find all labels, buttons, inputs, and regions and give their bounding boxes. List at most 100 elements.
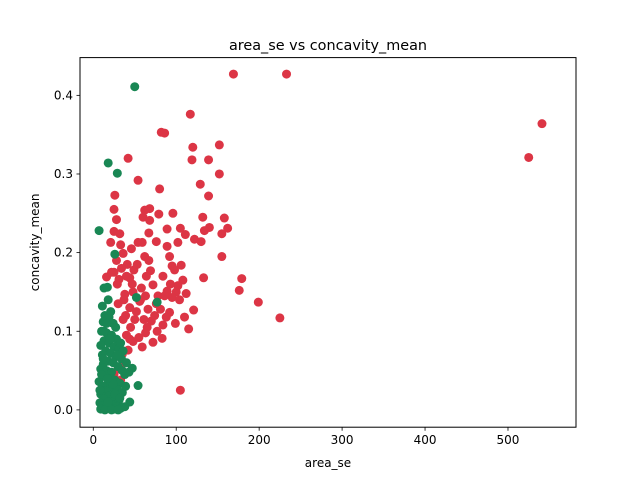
scatter-point xyxy=(204,191,214,201)
scatter-point xyxy=(214,169,224,179)
scatter-point xyxy=(126,244,136,254)
scatter-point xyxy=(145,215,155,225)
scatter-point xyxy=(139,314,149,324)
scatter-point xyxy=(175,295,185,305)
scatter-point xyxy=(150,311,160,321)
scatter-point xyxy=(282,69,292,79)
scatter-point xyxy=(155,184,165,194)
scatter-point xyxy=(97,301,107,311)
scatter-point xyxy=(253,297,263,307)
scatter-point xyxy=(204,155,214,165)
y-tick-label: 0.4 xyxy=(54,88,73,102)
scatter-point xyxy=(102,282,112,292)
scatter-point xyxy=(116,338,126,348)
y-tick-label: 0.0 xyxy=(54,403,73,417)
scatter-point xyxy=(118,314,128,324)
scatter-point xyxy=(111,215,121,225)
scatter-point xyxy=(130,314,140,324)
scatter-point xyxy=(217,229,227,239)
y-axis-label: concavity_mean xyxy=(28,194,42,292)
scatter-point xyxy=(94,226,104,236)
scatter-point xyxy=(116,263,126,273)
scatter-point xyxy=(196,237,206,247)
scatter-point xyxy=(184,324,194,334)
scatter-point xyxy=(102,373,112,383)
scatter-point xyxy=(107,267,117,277)
scatter-point xyxy=(187,155,197,165)
scatter-point xyxy=(125,303,135,313)
scatter-point xyxy=(173,237,183,247)
scatter-point xyxy=(136,283,146,293)
scatter-point xyxy=(199,273,209,283)
scatter-point xyxy=(151,237,161,247)
scatter-point xyxy=(195,179,205,189)
scatter-point xyxy=(176,260,186,270)
scatter-point xyxy=(188,142,198,152)
scatter-point xyxy=(537,119,547,129)
scatter-point xyxy=(167,292,177,302)
scatter-point xyxy=(111,322,121,332)
scatter-point xyxy=(108,379,118,389)
scatter-point xyxy=(112,168,122,178)
scatter-point xyxy=(148,337,158,347)
scatter-point xyxy=(160,128,170,138)
scatter-point xyxy=(180,230,190,240)
scatter-point xyxy=(131,307,141,317)
scatter-point xyxy=(154,209,164,219)
scatter-point xyxy=(119,295,129,305)
chart-title: area_se vs concavity_mean xyxy=(229,38,427,54)
scatter-point xyxy=(127,363,137,373)
scatter-point xyxy=(121,271,131,281)
scatter-point xyxy=(102,318,112,328)
y-tick-label: 0.1 xyxy=(54,324,73,338)
scatter-point xyxy=(158,320,168,330)
x-axis: 0 100 200 300 400 500 xyxy=(89,427,519,447)
scatter-point xyxy=(198,212,208,222)
scatter-point xyxy=(115,393,125,403)
x-tick-label: 300 xyxy=(331,433,354,447)
scatter-point xyxy=(189,305,199,315)
scatter-point xyxy=(161,312,171,322)
x-tick-label: 100 xyxy=(165,433,188,447)
scatter-point xyxy=(116,240,126,250)
scatter-point xyxy=(105,334,115,344)
scatter-point xyxy=(181,289,191,299)
scatter-point xyxy=(170,265,180,275)
scatter-point xyxy=(165,279,175,289)
scatter-point xyxy=(152,297,162,307)
scatter-point xyxy=(141,271,151,281)
scatter-point xyxy=(228,69,238,79)
scatter-point xyxy=(219,213,229,223)
scatter-point xyxy=(152,326,162,336)
scatter-point xyxy=(103,397,113,407)
scatter-point xyxy=(107,405,117,415)
scatter-point xyxy=(132,259,142,269)
scatter-point xyxy=(144,255,154,265)
scatter-point xyxy=(133,381,143,391)
scatter-point xyxy=(137,342,147,352)
scatter-point xyxy=(106,237,116,247)
scatter-point xyxy=(142,322,152,332)
scatter-point xyxy=(217,252,227,262)
scatter-point xyxy=(158,271,168,281)
x-tick-label: 400 xyxy=(414,433,437,447)
y-tick-label: 0.3 xyxy=(54,167,73,181)
scatter-point xyxy=(126,322,136,332)
x-tick-label: 0 xyxy=(89,433,97,447)
x-tick-label: 500 xyxy=(497,433,520,447)
scatter-point xyxy=(98,354,108,364)
scatter-point xyxy=(123,153,133,163)
scatter-point xyxy=(103,295,113,305)
scatter-point xyxy=(185,109,195,119)
scatter-point xyxy=(162,224,172,234)
scatter-point xyxy=(121,358,131,368)
points-layer xyxy=(94,69,547,415)
scatter-point xyxy=(130,82,140,92)
scatter-point xyxy=(113,405,123,415)
scatter-point xyxy=(110,249,120,259)
scatter-point xyxy=(175,385,185,395)
scatter-point xyxy=(148,280,158,290)
scatter-point xyxy=(121,381,131,391)
